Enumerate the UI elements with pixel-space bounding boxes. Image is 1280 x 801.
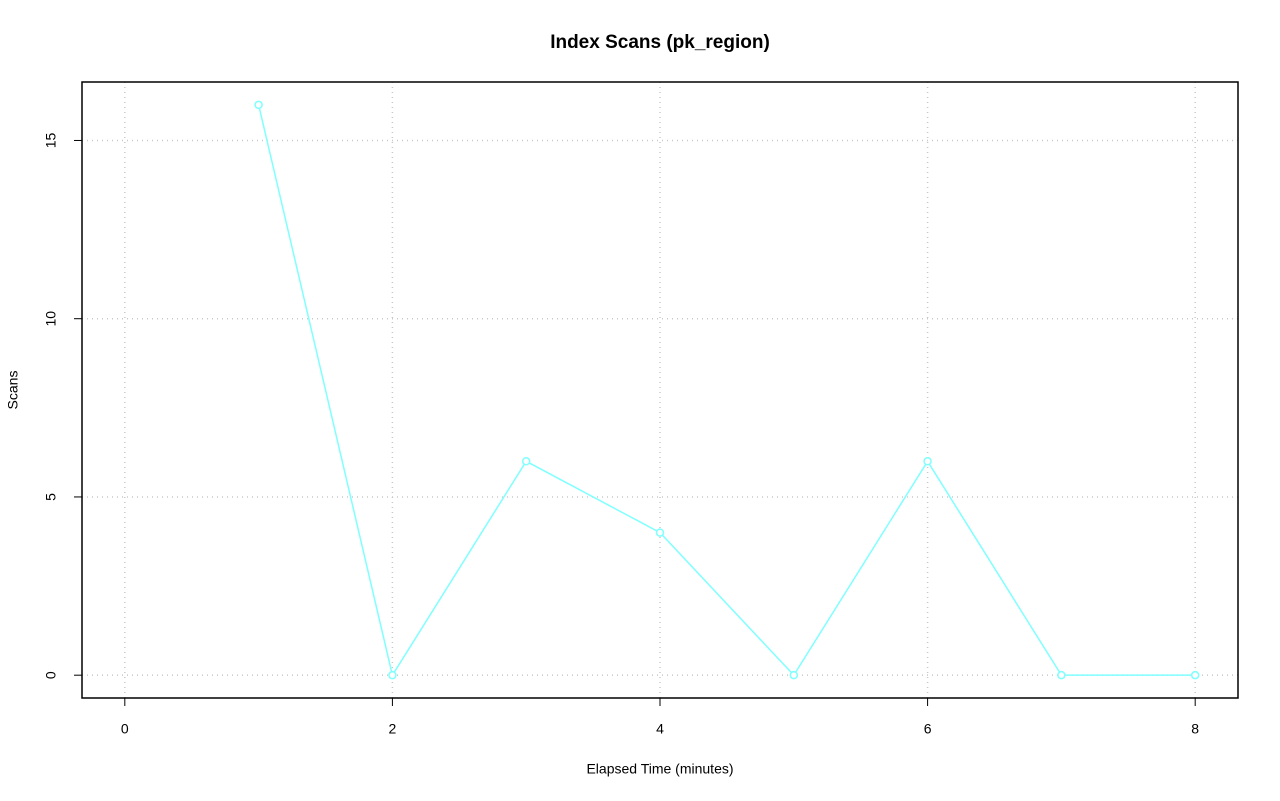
series-line xyxy=(257,104,1196,678)
y-axis-title: Scans xyxy=(5,371,21,410)
data-point xyxy=(789,670,799,680)
x-tick-label: 8 xyxy=(1191,721,1199,737)
y-tick-label: 15 xyxy=(43,132,59,148)
y-tick-label: 5 xyxy=(43,493,59,501)
x-tick-label: 0 xyxy=(121,721,129,737)
x-axis-title: Elapsed Time (minutes) xyxy=(586,761,733,777)
data-point xyxy=(1057,670,1066,680)
x-tick-label: 6 xyxy=(924,721,932,737)
data-point xyxy=(388,670,397,680)
x-tick-label: 2 xyxy=(389,721,397,737)
data-point xyxy=(655,528,665,537)
data-point xyxy=(521,457,531,466)
data-point xyxy=(1190,670,1200,680)
x-tick-label: 4 xyxy=(656,721,664,737)
chart-title: Index Scans (pk_region) xyxy=(550,32,770,53)
data-point xyxy=(254,100,263,110)
y-tick-label: 0 xyxy=(43,671,59,679)
y-tick-label: 10 xyxy=(43,311,59,327)
plot-frame xyxy=(81,81,1239,699)
data-point xyxy=(923,457,932,466)
